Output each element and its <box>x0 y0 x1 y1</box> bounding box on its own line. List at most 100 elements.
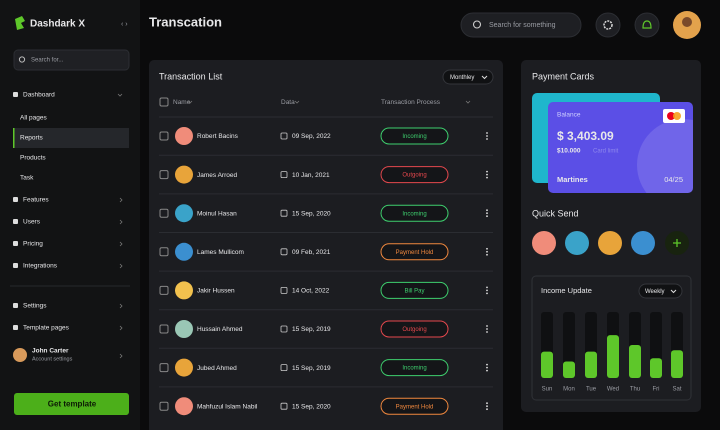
nav-icon <box>13 92 18 97</box>
collapse-icon[interactable]: ‹ › <box>121 21 128 28</box>
button-label: Get template <box>48 400 97 409</box>
row-menu-dot[interactable] <box>486 215 488 218</box>
row-name: James Arroed <box>197 172 237 179</box>
row-menu-dot[interactable] <box>486 325 488 327</box>
status-pill <box>380 127 449 145</box>
section-title: Quick Send <box>532 208 579 218</box>
filter-label: Monthley <box>450 75 474 81</box>
checkbox[interactable] <box>159 247 169 257</box>
row-name: Jubed Ahmed <box>197 365 237 372</box>
row-menu-dot[interactable] <box>486 292 488 295</box>
contact-avatar[interactable] <box>565 231 589 255</box>
contact-avatar[interactable] <box>631 231 655 255</box>
user-name: John Carter <box>32 348 69 355</box>
row-menu-dot[interactable] <box>486 250 488 253</box>
nav-item[interactable]: Pricing <box>23 241 43 248</box>
column-header: Name <box>173 99 191 106</box>
nav-icon <box>13 241 18 246</box>
bar <box>650 358 662 378</box>
row-menu-dot[interactable] <box>486 176 488 179</box>
row-menu-dot[interactable] <box>486 253 488 256</box>
checkbox[interactable] <box>159 401 169 411</box>
active-nav-marker <box>13 128 15 148</box>
status-pill <box>380 281 449 299</box>
row-menu-dot[interactable] <box>486 405 488 408</box>
row-menu-dot[interactable] <box>486 363 488 366</box>
status-pill <box>380 397 449 415</box>
card-decoration <box>637 119 693 193</box>
row-name: Jakir Hussen <box>197 288 235 295</box>
x-tick-label: Thu <box>630 387 640 393</box>
row-date: 15 Sep, 2020 <box>292 210 331 217</box>
row-menu-dot[interactable] <box>486 209 488 212</box>
nav-item[interactable]: Template pages <box>23 325 70 332</box>
row-avatar <box>175 127 193 145</box>
card-limit-label: Card limit <box>593 149 619 155</box>
brand: Dashdark X <box>30 19 85 30</box>
card-label: Balance <box>557 112 581 119</box>
card-expiry: 04/25 <box>664 175 683 184</box>
row-date: 15 Sep, 2019 <box>292 365 331 372</box>
row-date: 09 Feb, 2021 <box>292 249 331 256</box>
checkbox[interactable] <box>159 208 169 218</box>
row-menu-dot[interactable] <box>486 138 488 140</box>
column-header: Transaction Process <box>381 99 441 106</box>
panel-title: Transaction List <box>159 71 223 81</box>
row-avatar <box>175 242 193 261</box>
status-pill <box>380 204 449 222</box>
filter-label: Weekly <box>645 289 665 295</box>
checkbox[interactable] <box>159 324 169 334</box>
nav-item[interactable]: Settings <box>23 303 47 310</box>
income-filter[interactable] <box>638 283 683 299</box>
notification-button[interactable] <box>634 12 660 38</box>
nav-item[interactable]: Dashboard <box>23 92 55 99</box>
row-menu-dot[interactable] <box>486 247 488 250</box>
row-menu-dot[interactable] <box>486 173 488 176</box>
get-template-button[interactable] <box>14 393 129 415</box>
row-avatar <box>175 358 193 377</box>
sidebar-search[interactable] <box>13 49 130 71</box>
nav-subitem[interactable]: All pages <box>20 115 47 122</box>
chevron <box>187 100 193 104</box>
nav-subitem[interactable]: Products <box>20 155 46 162</box>
chevron <box>117 93 123 97</box>
checkbox[interactable] <box>159 170 169 180</box>
checkbox[interactable] <box>159 363 169 373</box>
panel-title: Payment Cards <box>532 71 595 81</box>
row-avatar <box>175 165 193 184</box>
nav-subitem[interactable]: Task <box>20 175 34 182</box>
row-menu-dot[interactable] <box>486 212 488 215</box>
checkbox[interactable] <box>159 285 169 295</box>
row-menu-dot[interactable] <box>486 331 488 333</box>
row-menu-dot[interactable] <box>486 328 488 330</box>
row-menu-dot[interactable] <box>486 135 488 137</box>
page-title: Transcation <box>149 14 222 29</box>
nav-item[interactable]: Users <box>23 219 41 226</box>
contact-avatar[interactable] <box>532 231 556 255</box>
chevron <box>119 353 123 359</box>
checkbox[interactable] <box>159 97 169 107</box>
chevron <box>119 241 123 247</box>
checkbox[interactable] <box>159 131 169 141</box>
nav-item[interactable]: Integrations <box>23 263 58 270</box>
row-menu-dot[interactable] <box>486 369 488 372</box>
header-search[interactable] <box>460 12 582 38</box>
row-menu-dot[interactable] <box>486 286 488 289</box>
card-brand-circle <box>673 112 681 120</box>
chevron <box>119 325 123 331</box>
nav-item[interactable]: Features <box>23 197 49 204</box>
contact-avatar[interactable] <box>598 231 622 255</box>
filter-dropdown[interactable] <box>442 69 494 85</box>
row-menu-dot[interactable] <box>486 366 488 369</box>
settings-button[interactable] <box>595 12 621 38</box>
card-holder: Martines <box>557 175 588 184</box>
income-box <box>531 275 692 401</box>
row-menu-dot[interactable] <box>486 170 488 173</box>
row-menu-dot[interactable] <box>486 402 488 405</box>
row-menu-dot[interactable] <box>486 408 488 411</box>
nav-subitem[interactable]: Reports <box>20 135 44 142</box>
calendar-icon <box>280 171 288 179</box>
row-menu-dot[interactable] <box>486 132 488 134</box>
row-menu-dot[interactable] <box>486 289 488 292</box>
row-date: 10 Jan, 2021 <box>292 172 330 179</box>
